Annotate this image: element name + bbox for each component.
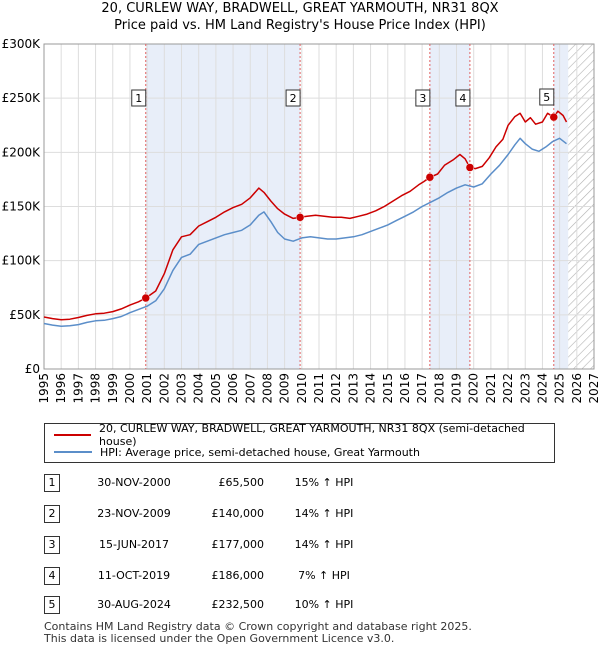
y-tick-label: £50K: [9, 308, 41, 322]
transaction-row: 4 11-OCT-2019 £186,000 7% ↑ HPI: [44, 567, 374, 585]
transaction-price: £65,500: [218, 476, 265, 489]
x-tick-label: 2024: [535, 373, 549, 404]
plot-border: [43, 43, 595, 370]
transaction-badge: 5: [44, 596, 60, 614]
legend-item-property: 20, CURLEW WAY, BRADWELL, GREAT YARMOUTH…: [45, 422, 554, 448]
transaction-hpi: 7% ↑ HPI: [298, 569, 350, 582]
y-tick-label: £200K: [2, 145, 42, 159]
y-tick-label: £250K: [2, 91, 42, 105]
legend-swatch-property: [54, 434, 92, 436]
marker-label-4: 4: [459, 92, 466, 105]
marker-box-5: [539, 88, 555, 106]
legend-label-hpi: HPI: Average price, semi-detached house,…: [100, 445, 420, 459]
x-tick-label: 2008: [260, 373, 274, 404]
marker-label-1: 1: [135, 92, 142, 105]
chart-title: 20, CURLEW WAY, BRADWELL, GREAT YARMOUTH…: [101, 1, 499, 16]
transaction-price: £140,000: [211, 507, 265, 520]
x-tick-label: 2006: [226, 373, 240, 404]
legend-label-property: 20, CURLEW WAY, BRADWELL, GREAT YARMOUTH…: [99, 422, 525, 448]
y-tick-label: £0: [25, 362, 40, 376]
footer-copyright: Contains HM Land Registry data © Crown c…: [44, 620, 472, 633]
x-tick-label: 1997: [71, 373, 85, 404]
marker-label-2: 2: [290, 92, 297, 105]
transaction-date: 11-OCT-2019: [97, 569, 171, 582]
x-tick-label: 1995: [37, 373, 51, 404]
sale-point-3: [425, 173, 435, 182]
x-tick-label: 2000: [123, 373, 137, 404]
transaction-badge: 2: [44, 505, 60, 523]
x-tick-label: 2021: [484, 373, 498, 404]
x-tick-label: 2017: [415, 373, 429, 404]
transaction-hpi: 14% ↑ HPI: [294, 507, 354, 520]
x-tick-label: 2016: [398, 373, 412, 404]
transaction-date: 15-JUN-2017: [98, 538, 170, 551]
transaction-date: 23-NOV-2009: [97, 507, 171, 520]
transaction-badge: 1: [44, 474, 60, 492]
x-tick-label: 2009: [278, 373, 292, 404]
y-tick-label: £300K: [2, 37, 42, 51]
transaction-price: £177,000: [211, 538, 265, 551]
transaction-badge: 4: [44, 567, 60, 585]
x-tick-label: 2015: [381, 373, 395, 404]
sale-point-5: [549, 112, 559, 122]
sale-point-2: [295, 213, 305, 222]
transaction-hpi: 14% ↑ HPI: [294, 538, 354, 551]
x-tick-label: 2019: [450, 373, 464, 404]
y-tick-label: £100K: [2, 254, 42, 268]
transaction-price: £186,000: [211, 569, 265, 582]
x-tick-label: 2023: [518, 373, 532, 404]
x-tick-label: 2002: [157, 373, 171, 404]
transaction-row: 5 30-AUG-2024 £232,500 10% ↑ HPI: [44, 596, 374, 614]
transaction-badge: 3: [44, 536, 60, 554]
x-tick-label: 2020: [467, 373, 481, 404]
series-line-hpi: [43, 137, 567, 327]
x-tick-label: 1999: [106, 373, 120, 404]
x-tick-label: 2012: [329, 373, 343, 404]
marker-box-4: [455, 89, 471, 107]
transaction-date: 30-AUG-2024: [97, 598, 171, 611]
transaction-hpi: 10% ↑ HPI: [294, 598, 354, 611]
x-tick-label: 2018: [432, 373, 446, 404]
footer-license: This data is licensed under the Open Gov…: [44, 632, 395, 645]
x-tick-label: 2011: [312, 373, 326, 404]
transaction-row: 1 30-NOV-2000 £65,500 15% ↑ HPI: [44, 474, 374, 492]
chart-subtitle: Price paid vs. HM Land Registry's House …: [114, 18, 486, 33]
transaction-row: 2 23-NOV-2009 £140,000 14% ↑ HPI: [44, 505, 374, 523]
sale-point-4: [465, 163, 475, 172]
x-tick-label: 2007: [243, 373, 257, 404]
marker-box-3: [415, 89, 431, 107]
transaction-date: 30-NOV-2000: [97, 476, 171, 489]
x-tick-label: 2027: [587, 373, 600, 404]
marker-box-2: [285, 89, 301, 107]
x-tick-label: 2014: [364, 373, 378, 404]
x-tick-label: 1996: [54, 373, 68, 404]
legend-item-hpi: HPI: Average price, semi-detached house,…: [45, 444, 420, 460]
x-tick-label: 2013: [346, 373, 360, 404]
marker-box-1: [131, 89, 147, 107]
legend-swatch-hpi: [54, 451, 92, 453]
x-tick-label: 2005: [209, 373, 223, 404]
x-tick-label: 2026: [570, 373, 584, 404]
y-tick-label: £150K: [2, 200, 42, 214]
price-chart: 1 2 3 4 5 £0 £50K £100K £150K £200K £250K £300K 1995…: [2, 37, 600, 404]
transaction-row: 3 15-JUN-2017 £177,000 14% ↑ HPI: [44, 536, 374, 554]
x-tick-label: 1998: [89, 373, 103, 404]
legend: 20, CURLEW WAY, BRADWELL, GREAT YARMOUTH…: [44, 422, 555, 463]
x-tick-label: 2001: [140, 373, 154, 404]
x-tick-label: 2004: [192, 373, 206, 404]
x-tick-label: 2022: [501, 373, 515, 404]
transaction-hpi: 15% ↑ HPI: [294, 476, 354, 489]
x-tick-label: 2003: [175, 373, 189, 404]
sale-point-1: [141, 293, 150, 303]
marker-label-3: 3: [419, 92, 426, 105]
x-tick-label: 2010: [295, 373, 309, 404]
transaction-price: £232,500: [211, 598, 265, 611]
marker-label-5: 5: [543, 91, 550, 104]
x-tick-label: 2025: [553, 373, 567, 404]
